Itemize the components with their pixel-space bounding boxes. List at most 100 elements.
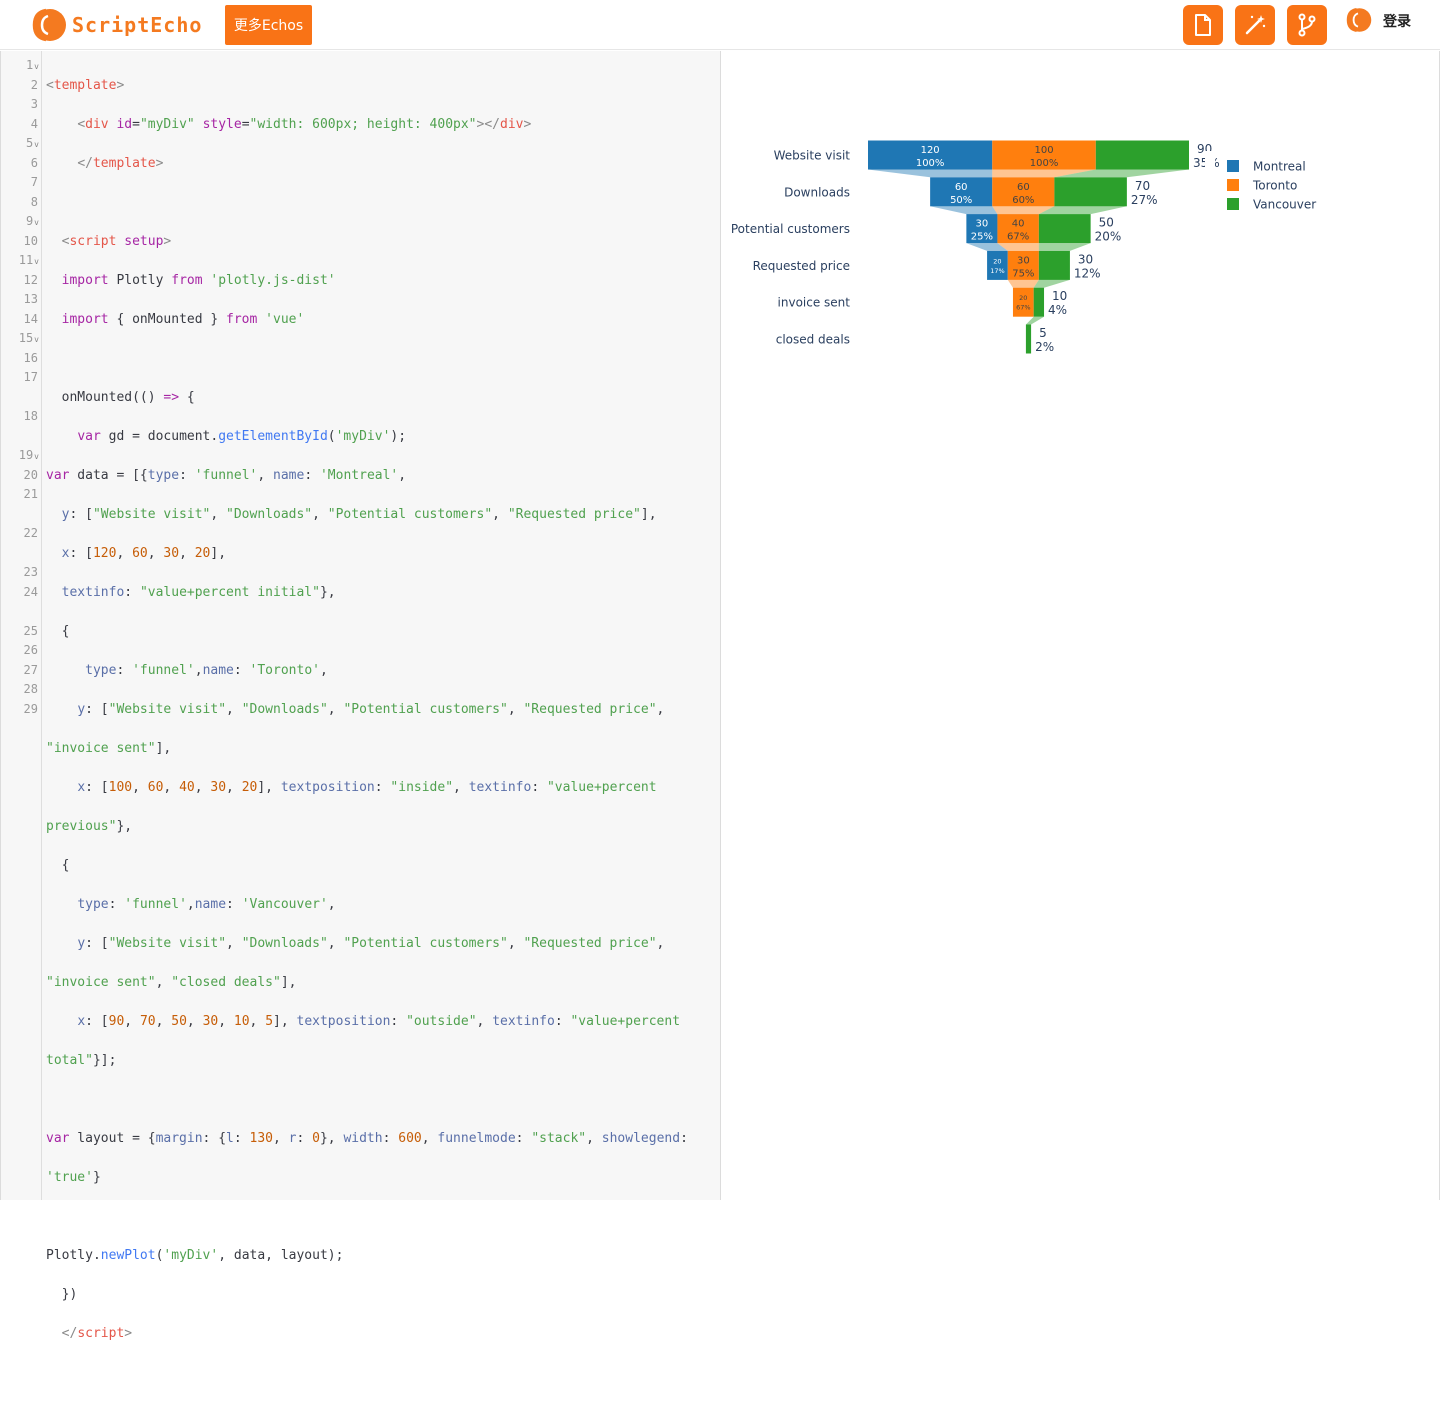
bar-percent-label: 75% — [1012, 268, 1034, 279]
file-icon — [1195, 14, 1211, 36]
code-line: y: ["Website visit", "Downloads", "Poten… — [77, 701, 665, 717]
top-bar: ScriptEcho 更多Echos — [0, 0, 1440, 50]
bar-percent-label: 17% — [990, 267, 1004, 275]
legend-label[interactable]: Vancouver — [1253, 198, 1316, 212]
code-line: import Plotly from 'plotly.js-dist' — [61, 272, 336, 288]
bar-percent-label: 67% — [1016, 304, 1030, 312]
funnel-bar[interactable] — [1054, 177, 1127, 207]
bar-value-label: 60 — [1017, 182, 1030, 193]
funnel-bar[interactable] — [1025, 324, 1032, 354]
line-number: 10 — [23, 233, 38, 248]
funnel-chart-svg[interactable]: Website visit Downloads Potential customer… — [721, 51, 1440, 511]
code-line: "invoice sent", "closed deals"], — [46, 974, 297, 990]
bar-value-label: 20 — [1019, 294, 1027, 302]
category-label: closed deals — [776, 333, 850, 347]
funnel-chart[interactable]: Website visit Downloads Potential customer… — [721, 51, 1440, 511]
legend-label[interactable]: Toronto — [1252, 179, 1297, 193]
code-line: import { onMounted } from 'vue' — [61, 311, 305, 327]
line-number — [1, 388, 39, 409]
bar-value-label: 120 — [921, 145, 940, 156]
magic-button[interactable] — [1235, 5, 1275, 45]
code-editor[interactable]: 1v 2 3 4 5v 6 7 8 9v 10 11v 12 13 14 15v 16 1… — [0, 51, 721, 1341]
code-line: var layout = {margin: {l: 130, r: 0}, wi… — [46, 1130, 688, 1146]
fold-toggle-icon[interactable]: v — [34, 335, 39, 344]
funnel-bar[interactable] — [1007, 250, 1039, 280]
funnel-bar[interactable] — [868, 140, 993, 170]
code-line: y: ["Website visit", "Downloads", "Poten… — [61, 506, 657, 522]
funnel-connector — [1038, 206, 1127, 215]
code-line — [46, 1090, 716, 1110]
funnel-bar[interactable] — [997, 214, 1039, 244]
bar-percent-label: 20% — [1095, 230, 1122, 244]
code-line: Plotly.newPlot('myDiv', data, layout); — [46, 1247, 344, 1263]
line-number: 11v — [18, 253, 39, 267]
funnel-bar[interactable] — [992, 140, 1096, 170]
legend-swatch[interactable] — [1227, 179, 1239, 191]
legend-swatch[interactable] — [1227, 198, 1239, 210]
bar-percent-label: 67% — [1007, 232, 1029, 243]
funnel-bar[interactable] — [1033, 287, 1045, 317]
funnel-bar[interactable] — [987, 250, 1008, 280]
code-line: textinfo: "value+percent initial"}, — [61, 584, 336, 600]
user-logo-icon[interactable] — [1343, 6, 1373, 38]
code-line: }) — [46, 1286, 78, 1302]
fork-button[interactable] — [1287, 5, 1327, 45]
login-link[interactable]: 登录 — [1383, 14, 1411, 30]
line-number: 7 — [30, 175, 38, 189]
code-line — [46, 1363, 716, 1383]
bar-value-label: 10 — [1052, 289, 1067, 303]
category-label: Downloads — [784, 185, 850, 199]
bar-value-label: 70 — [1135, 179, 1150, 193]
line-number: 25 — [23, 623, 38, 638]
funnel-bar[interactable] — [992, 177, 1055, 207]
fold-toggle-icon[interactable]: v — [34, 452, 39, 461]
fold-toggle-icon[interactable]: v — [34, 62, 39, 71]
code-line: </template> — [77, 155, 164, 171]
funnel-connector — [1025, 316, 1045, 325]
category-label: Website visit — [774, 149, 851, 163]
funnel-bar[interactable] — [1095, 140, 1189, 170]
code-line: var gd = document.getElementById('myDiv'… — [77, 428, 407, 444]
bar-percent-label: 50% — [950, 195, 972, 206]
line-number: 14 — [23, 311, 38, 326]
code-content[interactable]: <template> <div id="myDiv" style="width:… — [46, 56, 716, 1421]
code-line: x: [120, 60, 30, 20], — [61, 545, 227, 561]
funnel-bar[interactable] — [1012, 287, 1034, 317]
sound-wave-logo-icon — [32, 8, 66, 42]
brand-logo[interactable]: ScriptEcho — [28, 6, 202, 44]
line-number: 21 — [23, 487, 38, 501]
legend-label[interactable]: Montreal — [1253, 160, 1306, 174]
line-number: 8 — [30, 194, 38, 209]
code-line: </script> — [61, 1325, 133, 1341]
fold-toggle-icon[interactable]: v — [34, 140, 39, 149]
more-echos-button[interactable]: 更多Echos — [225, 5, 312, 45]
line-number: 28 — [23, 682, 38, 696]
code-line — [46, 193, 716, 213]
funnel-connector — [1038, 243, 1091, 251]
line-number: 3 — [30, 97, 38, 111]
funnel-connector — [997, 243, 1039, 251]
category-label: Requested price — [753, 259, 850, 273]
plot-clip-mask — [1205, 151, 1215, 191]
line-number: 19v — [18, 448, 39, 462]
new-file-button[interactable] — [1183, 5, 1223, 45]
line-number: 15v — [18, 331, 39, 345]
funnel-bar[interactable] — [966, 214, 998, 244]
line-number — [1, 602, 39, 623]
code-line: x: [100, 60, 40, 30, 20], textposition: … — [77, 779, 657, 795]
legend-swatch[interactable] — [1227, 160, 1239, 172]
bar-value-label: 100 — [1034, 145, 1053, 156]
funnel-bar[interactable] — [1038, 250, 1070, 280]
funnel-bar[interactable] — [1038, 214, 1091, 244]
bar-percent-label: 60% — [1012, 195, 1034, 206]
line-number: 4 — [30, 116, 38, 131]
code-line: { — [46, 623, 70, 639]
code-line: <script setup> — [61, 233, 172, 249]
fold-toggle-icon[interactable]: v — [34, 257, 39, 266]
line-number: 16 — [23, 350, 38, 365]
bar-value-label: 60 — [955, 182, 968, 193]
funnel-connector — [992, 206, 1055, 215]
fold-toggle-icon[interactable]: v — [34, 218, 39, 227]
funnel-bar[interactable] — [930, 177, 993, 207]
code-line: onMounted(() => { — [46, 389, 195, 405]
